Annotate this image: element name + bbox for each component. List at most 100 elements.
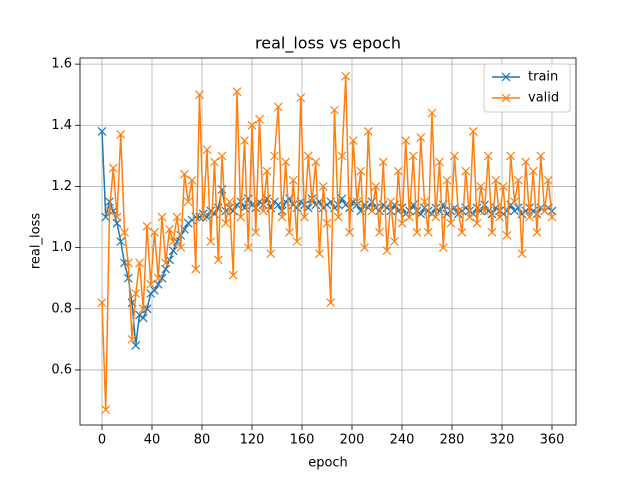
marker bbox=[101, 405, 111, 415]
y-tick-label: 1.0 bbox=[51, 240, 72, 255]
marker bbox=[543, 175, 553, 185]
plot-frame bbox=[79, 57, 577, 426]
marker bbox=[232, 87, 242, 97]
marker bbox=[217, 151, 227, 161]
marker bbox=[168, 237, 178, 246]
marker bbox=[258, 206, 268, 216]
x-axis-label: epoch bbox=[308, 456, 348, 471]
marker bbox=[206, 237, 216, 246]
marker bbox=[483, 151, 493, 161]
x-tick-label: 0 bbox=[98, 433, 106, 448]
marker bbox=[495, 212, 504, 222]
marker bbox=[532, 227, 542, 237]
marker bbox=[386, 197, 396, 207]
legend-marker bbox=[501, 93, 511, 103]
x-tick-label: 160 bbox=[290, 433, 315, 448]
marker bbox=[270, 151, 279, 161]
marker bbox=[536, 151, 546, 161]
marker bbox=[195, 90, 204, 100]
marker bbox=[476, 182, 486, 191]
x-tick-label: 200 bbox=[340, 433, 365, 448]
marker bbox=[288, 175, 298, 185]
x-tick-label: 120 bbox=[240, 433, 265, 448]
marker bbox=[120, 258, 129, 268]
marker bbox=[307, 197, 317, 207]
marker bbox=[273, 102, 283, 112]
marker bbox=[498, 182, 508, 191]
marker bbox=[528, 166, 538, 176]
marker bbox=[468, 126, 478, 136]
marker bbox=[457, 227, 467, 237]
marker bbox=[423, 227, 433, 237]
y-tick-label: 0.6 bbox=[51, 362, 72, 377]
marker bbox=[405, 212, 414, 222]
marker bbox=[157, 212, 167, 222]
x-tick-label: 40 bbox=[144, 433, 161, 448]
marker bbox=[112, 212, 122, 222]
marker bbox=[487, 209, 497, 219]
marker bbox=[176, 243, 186, 253]
marker bbox=[183, 197, 193, 207]
marker bbox=[382, 246, 392, 256]
marker bbox=[142, 304, 152, 314]
legend-marker bbox=[501, 72, 511, 82]
marker bbox=[348, 136, 358, 145]
marker bbox=[318, 182, 328, 191]
marker bbox=[416, 133, 426, 142]
marker bbox=[431, 212, 441, 222]
marker bbox=[322, 218, 332, 228]
marker bbox=[116, 237, 126, 246]
marker bbox=[281, 157, 291, 167]
marker bbox=[138, 313, 148, 323]
x-tick-label: 280 bbox=[440, 433, 465, 448]
marker bbox=[236, 212, 246, 222]
marker bbox=[161, 258, 171, 268]
marker bbox=[390, 237, 399, 246]
marker bbox=[172, 212, 182, 222]
marker bbox=[202, 145, 212, 155]
marker bbox=[397, 218, 407, 228]
marker bbox=[135, 258, 144, 268]
marker bbox=[401, 136, 411, 145]
marker bbox=[408, 151, 418, 161]
legend: train valid bbox=[483, 63, 571, 113]
marker bbox=[105, 197, 114, 207]
marker bbox=[150, 286, 159, 295]
marker bbox=[453, 206, 463, 216]
marker bbox=[262, 166, 272, 176]
marker bbox=[247, 120, 257, 130]
marker bbox=[165, 224, 174, 234]
marker bbox=[420, 197, 429, 207]
marker bbox=[97, 126, 107, 136]
marker bbox=[221, 218, 231, 228]
marker bbox=[97, 298, 107, 308]
marker bbox=[513, 175, 523, 185]
marker bbox=[251, 203, 261, 213]
marker bbox=[510, 197, 519, 207]
marker bbox=[150, 227, 159, 237]
x-tick-label: 320 bbox=[490, 433, 515, 448]
marker bbox=[465, 212, 474, 222]
marker bbox=[352, 197, 362, 207]
marker bbox=[330, 105, 339, 115]
marker bbox=[435, 157, 444, 167]
marker bbox=[198, 212, 208, 222]
chart-title: real_loss vs epoch bbox=[255, 34, 401, 54]
marker bbox=[502, 230, 512, 240]
marker bbox=[360, 243, 369, 253]
marker bbox=[450, 151, 459, 161]
marker bbox=[123, 258, 133, 268]
marker bbox=[251, 227, 261, 237]
marker bbox=[487, 227, 497, 237]
x-tick-label: 240 bbox=[390, 433, 415, 448]
marker bbox=[243, 194, 253, 204]
marker bbox=[243, 243, 253, 253]
marker bbox=[180, 169, 189, 179]
marker bbox=[187, 175, 197, 185]
marker bbox=[337, 151, 347, 161]
marker bbox=[506, 151, 516, 161]
marker bbox=[341, 71, 351, 81]
marker bbox=[153, 273, 163, 283]
marker bbox=[513, 203, 523, 213]
